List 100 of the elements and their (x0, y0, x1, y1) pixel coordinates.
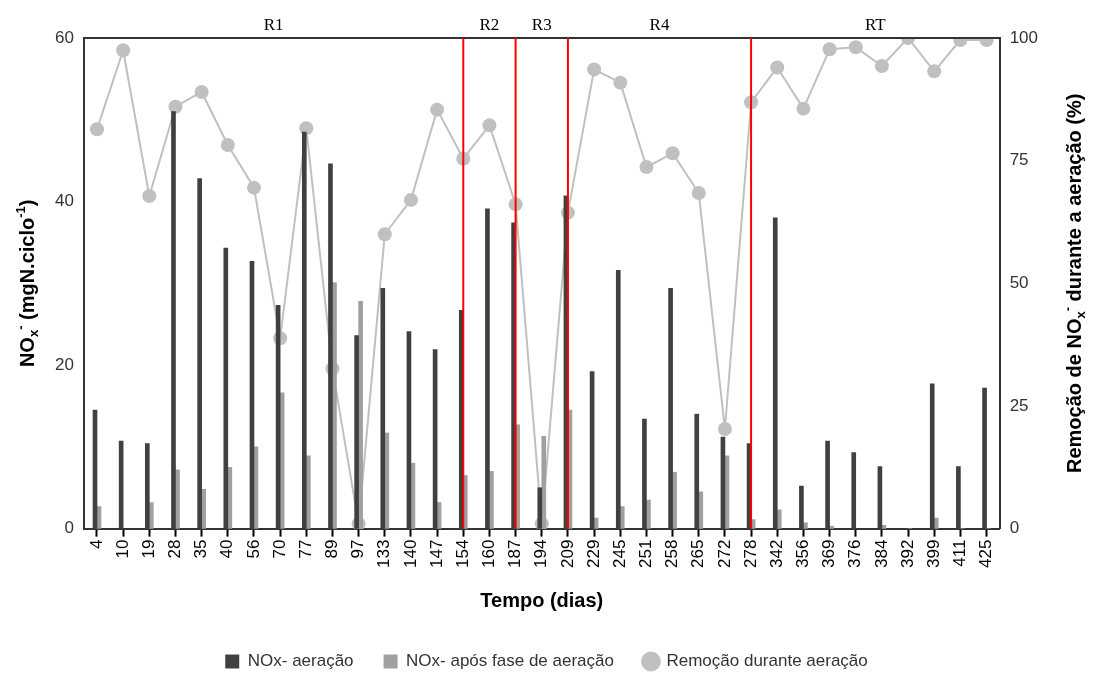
text: R2 (479, 14, 500, 34)
y2-axis-title: Remoção de NOx- durante a aeração (%) (1059, 93, 1088, 474)
point (168, 99, 183, 114)
point (796, 101, 811, 116)
point (665, 146, 680, 161)
bar (956, 466, 961, 529)
point (194, 84, 209, 99)
bar (301, 131, 307, 529)
x-tick-label: 133 (374, 539, 394, 569)
x-tick-label: 97 (348, 539, 368, 559)
x-tick-label: 392 (897, 539, 917, 569)
x-tick-label: 40 (217, 539, 237, 559)
point (89, 122, 104, 137)
point (691, 186, 706, 201)
y-tick-label: 40 (54, 191, 74, 211)
x-tick-label: 19 (139, 539, 159, 559)
bar (799, 485, 804, 529)
x-tick-label: 140 (400, 539, 420, 569)
x-tick-label: 384 (871, 539, 891, 569)
text: R3 (531, 14, 552, 34)
point (482, 118, 497, 133)
legend-label: Remoção durante aeração (666, 651, 868, 671)
bar (772, 217, 778, 529)
text: R1 (263, 14, 284, 34)
x-tick-label: 209 (557, 539, 577, 569)
bar (485, 208, 490, 529)
point (403, 192, 418, 207)
x-tick-label: 265 (688, 539, 708, 569)
x-tick-label: 251 (636, 539, 656, 569)
y-tick-label: 20 (54, 354, 74, 374)
x-tick-label: 147 (426, 539, 446, 569)
x-tick-label: 369 (819, 539, 839, 569)
text: R4 (649, 14, 670, 34)
x-tick-label: 160 (479, 539, 499, 569)
legend-label: NOx- após fase de aeração (406, 651, 614, 671)
x-tick-label: 272 (714, 539, 734, 569)
bar (929, 383, 935, 529)
bar (615, 269, 621, 529)
bar (694, 413, 700, 529)
y-tick-label: 0 (64, 518, 74, 538)
x-tick-label: 278 (740, 539, 760, 569)
y2-tick-label: 25 (1009, 395, 1029, 415)
x-tick-label: 342 (766, 539, 786, 569)
x-tick-label: 194 (531, 539, 551, 569)
y-axis-title: NOx- (mgN.ciclo-1) (12, 199, 41, 368)
x-axis-title: Tempo (dias) (480, 588, 604, 611)
point (116, 43, 131, 58)
point (639, 160, 654, 175)
bar (354, 335, 359, 529)
x-tick-label: 28 (165, 539, 185, 559)
x-tick-label: 56 (243, 539, 263, 559)
x-tick-label: 10 (112, 539, 132, 559)
bar (982, 387, 987, 529)
x-tick-label: 70 (269, 539, 289, 559)
x-tick-label: 258 (662, 539, 682, 569)
y2-tick-label: 50 (1009, 273, 1029, 293)
point (927, 64, 942, 79)
bar (541, 435, 547, 529)
point (142, 188, 157, 203)
point (717, 422, 732, 437)
bar (197, 178, 202, 529)
legend-label: NOx- aeração (247, 651, 354, 671)
y2-tick-label: 0 (1009, 518, 1020, 538)
x-tick-label: 35 (191, 539, 211, 559)
point (246, 180, 261, 195)
x-tick-label: 356 (793, 539, 813, 569)
y-tick-label: 60 (54, 27, 74, 47)
x-tick-label: 77 (295, 539, 315, 559)
x-tick-label: 376 (845, 539, 865, 569)
x-tick-label: 229 (583, 539, 603, 569)
x-tick-label: 245 (609, 539, 629, 569)
y2-tick-label: 100 (1009, 27, 1039, 47)
x-tick-label: 89 (322, 539, 342, 559)
bar (825, 440, 830, 529)
point (587, 62, 602, 77)
point (377, 227, 392, 242)
point (874, 58, 889, 73)
y2-tick-label: 75 (1009, 150, 1029, 170)
point (613, 75, 628, 90)
bar (380, 287, 386, 529)
bar (144, 443, 150, 529)
x-tick-label: 425 (976, 539, 996, 569)
point (770, 60, 785, 75)
x-tick-label: 4 (86, 539, 106, 550)
point (822, 42, 837, 57)
bar (642, 418, 647, 529)
x-tick-label: 399 (923, 539, 943, 569)
x-tick-label: 411 (950, 539, 970, 567)
x-tick-label: 187 (505, 539, 525, 569)
point (220, 137, 235, 152)
text: RT (865, 14, 887, 34)
point (430, 102, 445, 117)
bar (328, 163, 333, 529)
x-tick-label: 154 (452, 539, 472, 569)
bar (171, 111, 176, 529)
bar (537, 487, 543, 529)
point (848, 40, 863, 55)
bar (851, 452, 857, 529)
bar (223, 247, 229, 529)
bar (668, 287, 673, 529)
